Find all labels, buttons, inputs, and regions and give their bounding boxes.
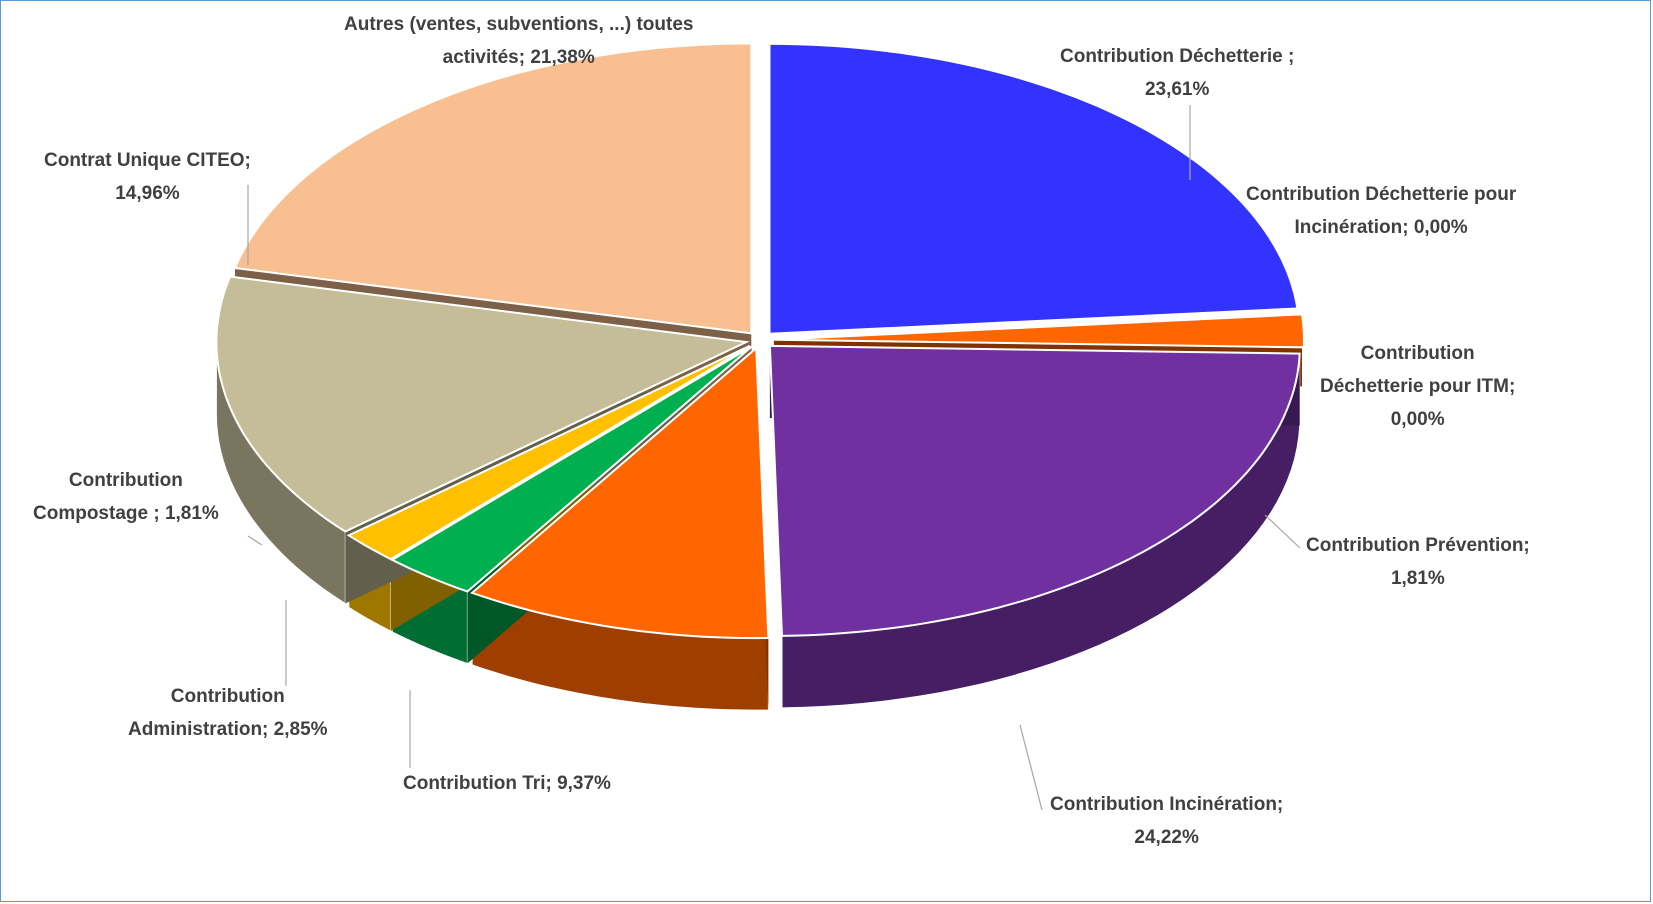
leader-lines	[247, 105, 1301, 811]
slice-7	[346, 344, 751, 561]
label-citeo: Contrat Unique CITEO; 14,96%	[44, 150, 251, 204]
slice-6	[390, 345, 753, 593]
slice-8	[215, 275, 750, 533]
pie-top-layer	[215, 42, 1306, 640]
label-incineration: Contribution Incinération; 24,22%	[1050, 794, 1284, 848]
slice-5	[470, 345, 770, 640]
slice-0	[768, 42, 1299, 335]
label-dechetterie-itm: Contribution Déchetterie pour ITM; 0,00%	[1320, 343, 1516, 430]
slice-4	[768, 344, 1301, 637]
leader-line-2	[1019, 724, 1043, 811]
label-dechetterie-incineration: Contribution Déchetterie pour Incinérati…	[1246, 184, 1517, 238]
label-contribution-dechetterie: Contribution Déchetterie ; 23,61%	[1060, 46, 1295, 100]
label-prevention: Contribution Prévention; 1,81%	[1306, 535, 1530, 589]
label-autres: Autres (ventes, subventions, ...) toutes…	[344, 14, 694, 68]
leader-line-5	[247, 535, 263, 546]
leader-line-1	[1264, 514, 1301, 549]
slice-9	[233, 42, 753, 335]
slice-3	[773, 313, 1306, 349]
label-compostage: Contribution Compostage ; 1,81%	[33, 470, 219, 524]
label-administration: Contribution Administration; 2,85%	[128, 686, 328, 740]
label-tri: Contribution Tri; 9,37%	[403, 773, 611, 794]
